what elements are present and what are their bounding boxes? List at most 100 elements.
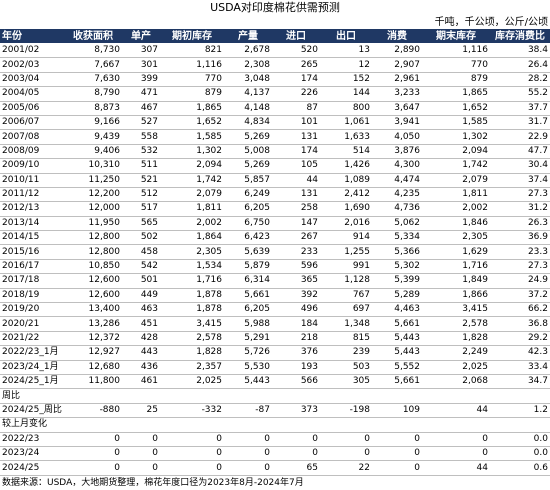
table-cell: 13,286 bbox=[64, 316, 122, 332]
table-cell: 1,742 bbox=[422, 158, 490, 174]
table-row: 2020/21 13,286 451 3,415 5,988 184 1,348 5,661 2… bbox=[0, 316, 550, 332]
table-cell: 0.0 bbox=[490, 446, 550, 462]
table-cell: 33.4 bbox=[490, 360, 550, 375]
table-cell: 2,305 bbox=[422, 230, 490, 246]
table-cell: 36.8 bbox=[490, 316, 550, 332]
table-cell: 496 bbox=[272, 302, 320, 318]
table-cell: 1,585 bbox=[160, 129, 224, 145]
table-cell: 47.7 bbox=[490, 144, 550, 160]
month-change-section-label: 较上月变化 bbox=[0, 417, 550, 433]
table-cell: 1,865 bbox=[160, 101, 224, 116]
table-cell: 101 bbox=[272, 115, 320, 131]
table-row: 2013/14 11,950 565 2,002 6,750 147 2,016 5,062 1… bbox=[0, 216, 550, 232]
table-title: USDA对印度棉花供需预测 bbox=[210, 1, 340, 14]
table-cell: 566 bbox=[272, 374, 320, 390]
table-cell: 428 bbox=[122, 331, 160, 347]
table-cell: 11,800 bbox=[64, 374, 122, 390]
table-cell: 800 bbox=[320, 101, 372, 116]
header-production: 产量 bbox=[224, 29, 272, 44]
row-year-cell: 2005/06 bbox=[0, 101, 64, 116]
table-cell: 12,200 bbox=[64, 187, 122, 203]
row-year-cell: 2024/25_1月 bbox=[0, 374, 64, 390]
table-cell: 152 bbox=[320, 72, 372, 88]
table-cell: 5,399 bbox=[372, 273, 422, 289]
table-row: 2004/05 8,790 471 879 4,137 226 144 3,233 1,865 5… bbox=[0, 86, 550, 102]
table-cell: 7,667 bbox=[64, 57, 122, 73]
table-cell: 501 bbox=[122, 273, 160, 289]
table-cell: 463 bbox=[122, 302, 160, 318]
table-cell: -332 bbox=[160, 403, 224, 419]
table-cell: 821 bbox=[160, 43, 224, 59]
table-cell: 27.3 bbox=[490, 187, 550, 203]
table-cell: 521 bbox=[122, 173, 160, 188]
table-cell: 512 bbox=[122, 187, 160, 203]
table-cell: 1,652 bbox=[422, 101, 490, 116]
table-row: 2015/16 12,800 458 2,305 5,639 233 1,255 5,366 1… bbox=[0, 244, 550, 260]
row-year-cell: 2009/10 bbox=[0, 158, 64, 174]
table-cell: 392 bbox=[272, 288, 320, 304]
table-cell: 2,961 bbox=[372, 72, 422, 88]
header-exports: 出口 bbox=[320, 29, 372, 44]
table-row: 2011/12 12,200 512 2,079 6,249 131 2,412 4,235 1… bbox=[0, 187, 550, 203]
table-cell: 8,873 bbox=[64, 101, 122, 116]
table-cell: 2,678 bbox=[224, 43, 272, 59]
table-cell: 1,716 bbox=[422, 259, 490, 275]
table-cell: 1,716 bbox=[160, 273, 224, 289]
table-cell: 558 bbox=[122, 129, 160, 145]
table-cell: 42.3 bbox=[490, 345, 550, 361]
table-cell: 1,116 bbox=[160, 57, 224, 73]
table-cell: 3,941 bbox=[372, 115, 422, 131]
table-cell: 22.9 bbox=[490, 129, 550, 145]
table-cell: 5,334 bbox=[372, 230, 422, 246]
table-row: 2018/19 12,600 449 1,878 5,661 392 767 5,289 1,8… bbox=[0, 288, 550, 304]
table-cell: 2,357 bbox=[160, 360, 224, 375]
table-cell: 532 bbox=[122, 144, 160, 160]
table-cell: 267 bbox=[272, 230, 320, 246]
row-year-cell: 2024/25 bbox=[0, 460, 64, 476]
table-cell: 7,630 bbox=[64, 72, 122, 88]
table-cell: 1,846 bbox=[422, 216, 490, 232]
row-year-cell: 2008/09 bbox=[0, 144, 64, 160]
unit-note: 千吨，千公顷，公斤/公顷 bbox=[434, 17, 548, 28]
row-year-cell: 2022/23_1月 bbox=[0, 345, 64, 361]
table-cell: 307 bbox=[122, 43, 160, 59]
table-cell: 5,302 bbox=[372, 259, 422, 275]
table-cell: 31.2 bbox=[490, 201, 550, 217]
table-cell: 1,690 bbox=[320, 201, 372, 217]
month-change-row: 2023/24 0 0 0 0 0 0 0 0 0.0 bbox=[0, 446, 550, 462]
table-cell: 109 bbox=[372, 403, 422, 419]
table-cell: 511 bbox=[122, 158, 160, 174]
table-cell: 2,249 bbox=[422, 345, 490, 361]
header-imports: 进口 bbox=[272, 29, 320, 44]
table-cell: 596 bbox=[272, 259, 320, 275]
row-year-cell: 2002/03 bbox=[0, 57, 64, 73]
source-footer: 数据来源：USDA，大地期货整理，棉花年度口径为2023年8月-2024年7月 bbox=[2, 477, 304, 488]
table-cell: 697 bbox=[320, 302, 372, 318]
row-year-cell: 2019/20 bbox=[0, 302, 64, 318]
table-cell: 0 bbox=[320, 446, 372, 462]
table-cell: 451 bbox=[122, 316, 160, 332]
table-cell: 5,366 bbox=[372, 244, 422, 260]
table-cell: 5,857 bbox=[224, 173, 272, 188]
table-cell: 365 bbox=[272, 273, 320, 289]
table-row: 2014/15 12,800 502 1,864 6,423 267 914 5,334 2,3… bbox=[0, 230, 550, 246]
table-cell: 4,474 bbox=[372, 173, 422, 188]
table-cell: 2,578 bbox=[160, 331, 224, 347]
table-cell: 218 bbox=[272, 331, 320, 347]
table-cell: 6,205 bbox=[224, 201, 272, 217]
table-cell: 4,834 bbox=[224, 115, 272, 131]
row-year-cell: 2011/12 bbox=[0, 187, 64, 203]
table-cell: 12,800 bbox=[64, 244, 122, 260]
row-year-cell: 2003/04 bbox=[0, 72, 64, 88]
month-change-row: 2024/25 0 0 0 0 65 22 0 44 0.6 bbox=[0, 460, 550, 476]
table-row: 2010/11 11,250 521 1,742 5,857 44 1,089 4,474 2,… bbox=[0, 173, 550, 188]
row-year-cell: 2007/08 bbox=[0, 129, 64, 145]
table-cell: 131 bbox=[272, 129, 320, 145]
table-cell: 565 bbox=[122, 216, 160, 232]
table-cell: 3,048 bbox=[224, 72, 272, 88]
week-change-section: 周比 bbox=[0, 388, 550, 404]
table-cell: 2,907 bbox=[372, 57, 422, 73]
table-cell: 1,629 bbox=[422, 244, 490, 260]
table-cell: 10,310 bbox=[64, 158, 122, 174]
table-cell: 2,079 bbox=[160, 187, 224, 203]
